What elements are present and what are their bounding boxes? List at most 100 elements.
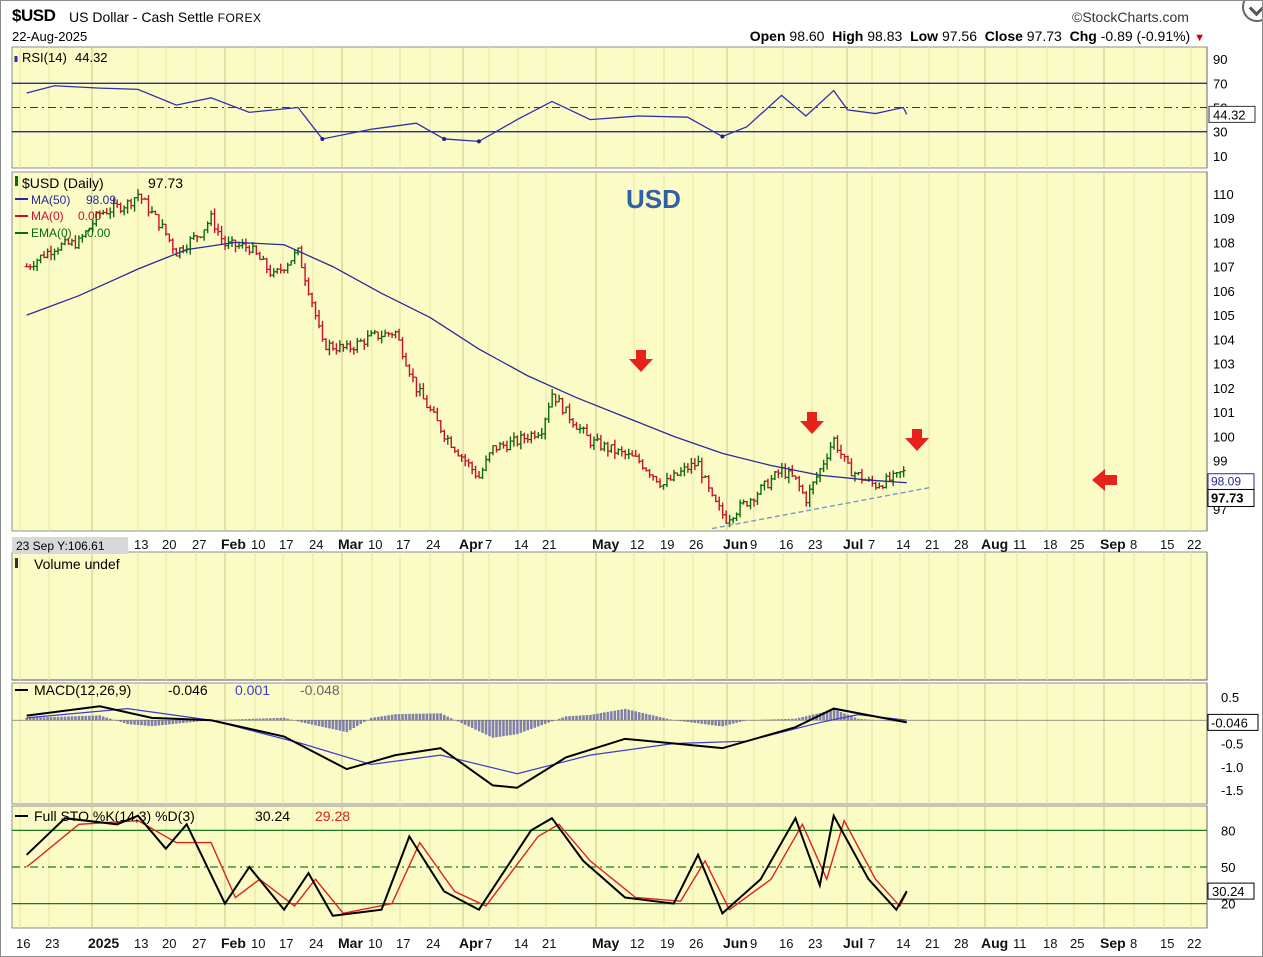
price-x-tick: 10 — [368, 537, 382, 552]
price-x-tick: 15 — [1160, 537, 1174, 552]
rsi-value: 44.32 — [75, 50, 108, 65]
rsi-last-tag: 44.32 — [1213, 107, 1246, 122]
price-y-tick: 106 — [1213, 284, 1235, 299]
price-last-tag-box — [1207, 488, 1255, 507]
vol-panel-bg — [11, 551, 1208, 681]
open-value: 98.60 — [789, 28, 825, 44]
price-label: $USD (Daily) — [22, 175, 104, 191]
bottom-x-tick: 18 — [1043, 936, 1057, 951]
rsi-line — [26, 85, 908, 143]
bottom-x-tick: 12 — [630, 936, 644, 951]
bottom-x-tick: 13 — [134, 936, 148, 951]
price-y-tick: 107 — [1213, 260, 1235, 275]
price-x-tick: 8 — [1130, 537, 1137, 552]
macd-y-tick: -0.5 — [1221, 737, 1243, 752]
stoch-label: Full STO %K(14,3) %D(3) — [34, 808, 195, 824]
rsi-oversold-dot — [442, 136, 447, 141]
old-tag-box — [12, 537, 128, 554]
price-x-tick: Mar — [338, 536, 363, 552]
macd-signal-value: 0.001 — [235, 682, 270, 698]
rsi-last-tag-box — [1208, 105, 1256, 123]
price-x-tick: May — [592, 536, 619, 552]
price-x-tick: Aug — [981, 536, 1008, 552]
price-panel-bg — [11, 171, 1208, 532]
high-value: 98.83 — [867, 28, 903, 44]
stoch-y-tick: 20 — [1221, 897, 1235, 912]
price-x-tick: 17 — [396, 537, 410, 552]
macd-line — [26, 705, 907, 789]
price-x-tick: 7 — [868, 537, 875, 552]
price-x-tick: 25 — [1070, 537, 1084, 552]
macd-y-tick: -1.5 — [1221, 783, 1243, 798]
rsi-y-tick: 90 — [1213, 52, 1227, 67]
bottom-x-tick: 16 — [779, 936, 793, 951]
ema0-value: 0.00 — [87, 226, 111, 240]
back-arrow-icon[interactable] — [1242, 0, 1263, 22]
price-x-tick: Sep — [1100, 536, 1126, 552]
ma50-value: 98.09 — [86, 193, 116, 207]
bottom-x-tick: 25 — [1070, 936, 1084, 951]
rsi-y-tick: 10 — [1213, 149, 1227, 164]
price-x-tick: 12 — [630, 537, 644, 552]
bottom-x-tick: 23 — [808, 936, 822, 951]
red-down-arrow-icon — [800, 412, 824, 434]
bottom-x-tick: Sep — [1100, 935, 1126, 951]
price-y-tick: 101 — [1213, 405, 1235, 420]
price-x-tick: 26 — [689, 537, 703, 552]
ma50-line — [26, 241, 907, 484]
ma50-tag: 98.09 — [1211, 475, 1241, 489]
price-y-tick: 110 — [1213, 187, 1234, 202]
low-value: 97.56 — [941, 28, 977, 44]
bottom-x-tick: 16 — [16, 936, 30, 951]
price-x-tick: 21 — [542, 537, 556, 552]
bottom-x-tick: 21 — [925, 936, 939, 951]
volume-legend-swatch — [15, 558, 18, 568]
bottom-x-tick: 19 — [660, 936, 674, 951]
price-y-tick: 102 — [1213, 381, 1235, 396]
stoch-y-tick: 50 — [1221, 860, 1235, 875]
price-x-tick: 28 — [954, 537, 968, 552]
price-x-tick: Jun — [723, 536, 748, 552]
rsi-oversold-dot — [320, 136, 325, 141]
price-last-value: 97.73 — [148, 175, 183, 191]
bottom-x-tick: 28 — [954, 936, 968, 951]
bottom-x-tick: 17 — [279, 936, 293, 951]
close-value: 97.73 — [1026, 28, 1062, 44]
high-label: High — [832, 28, 864, 44]
old-price-tag: 23 Sep Y:106.61 — [16, 539, 105, 553]
ohlc-summary: Open 98.60 High 98.83 Low 97.56 Close 97… — [750, 28, 1205, 44]
bottom-x-tick: 11 — [1013, 936, 1027, 951]
change-label: Chg — [1069, 28, 1097, 44]
price-x-tick: Apr — [459, 536, 484, 552]
stockcharts-brand[interactable]: ©StockCharts.com — [1072, 9, 1189, 25]
price-x-tick: 24 — [426, 537, 440, 552]
bottom-x-tick: 7 — [868, 936, 875, 951]
bottom-x-tick: 14 — [514, 936, 528, 951]
price-x-tick: 27 — [192, 537, 206, 552]
price-x-tick: 20 — [162, 537, 176, 552]
rsi-oversold-dot — [476, 139, 481, 144]
price-y-tick: 99 — [1213, 454, 1227, 469]
price-x-tick: 10 — [251, 537, 265, 552]
red-down-arrow-icon — [905, 429, 929, 451]
support-trendline — [711, 486, 932, 530]
volume-label: Volume undef — [34, 556, 120, 572]
ticker-symbol: $USD — [12, 6, 56, 25]
bottom-x-tick: Jun — [723, 935, 748, 951]
price-x-tick: 19 — [660, 537, 674, 552]
bottom-x-tick: 27 — [192, 936, 206, 951]
bottom-x-tick: May — [592, 935, 619, 951]
bottom-x-tick: 7 — [485, 936, 492, 951]
bottom-x-tick: 10 — [368, 936, 382, 951]
rsi-label: RSI(14) — [22, 50, 67, 65]
price-y-tick: 105 — [1213, 308, 1235, 323]
price-y-tick: 108 — [1213, 235, 1235, 250]
price-x-tick: 16 — [779, 537, 793, 552]
price-x-tick: Feb — [221, 536, 246, 552]
price-x-tick: 7 — [485, 537, 492, 552]
price-x-tick: 22 — [1187, 537, 1201, 552]
macd-y-tick: 0.5 — [1221, 690, 1239, 705]
price-y-tick: 103 — [1213, 357, 1235, 372]
open-label: Open — [749, 28, 786, 44]
